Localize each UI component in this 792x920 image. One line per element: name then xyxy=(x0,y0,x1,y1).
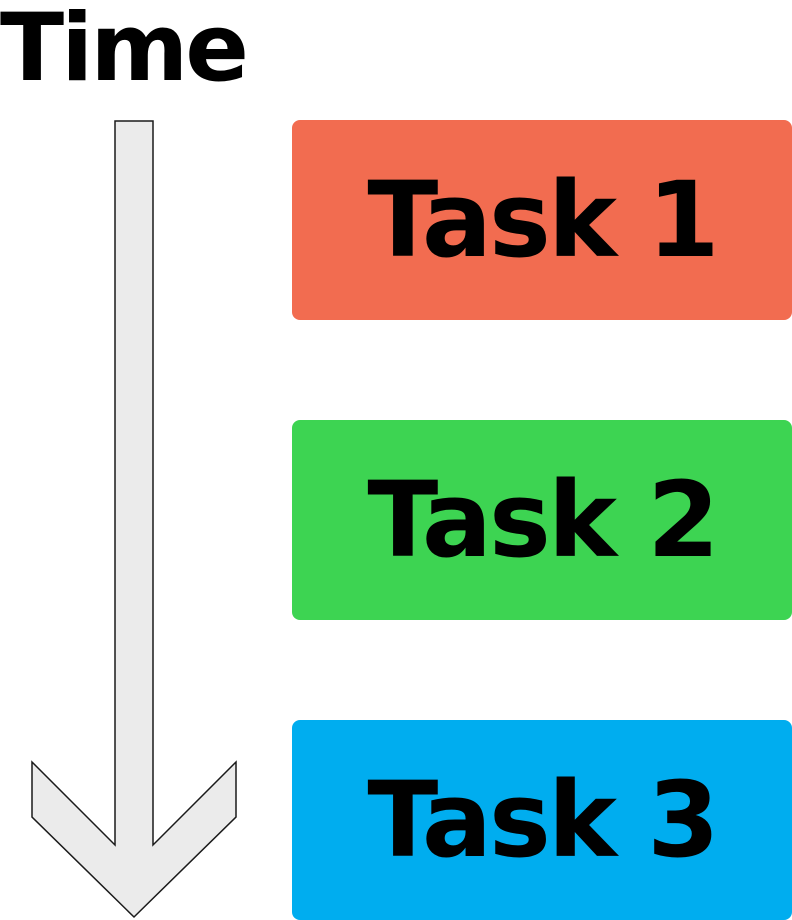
task-label-2: Task 2 xyxy=(367,459,719,581)
task-box-3: Task 3 xyxy=(292,720,792,920)
task-label-1: Task 1 xyxy=(367,159,719,281)
task-label-3: Task 3 xyxy=(367,759,719,881)
task-box-1: Task 1 xyxy=(292,120,792,320)
time-label: Time xyxy=(0,0,249,103)
task-box-2: Task 2 xyxy=(292,420,792,620)
